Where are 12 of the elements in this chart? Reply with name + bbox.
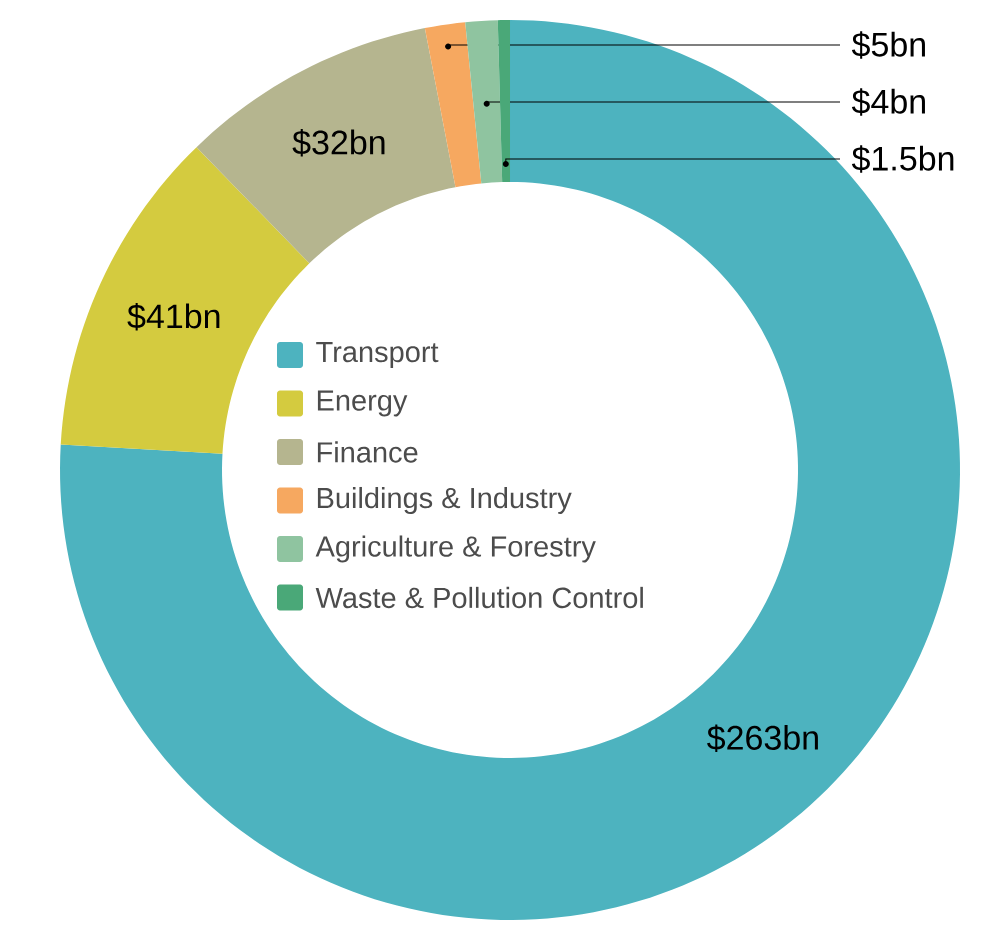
data-label: $263bn	[707, 724, 818, 752]
legend-label: Energy	[317, 390, 408, 417]
data-label: $1.5bn	[851, 145, 954, 173]
legend-label: Waste & Pollution Control	[315, 586, 643, 609]
data-label: $41bn	[127, 302, 220, 331]
legend-label: Finance	[317, 441, 418, 463]
data-label: $5bn	[851, 31, 925, 59]
legend-label: Transport	[316, 342, 439, 368]
data-label: $32bn	[292, 129, 385, 157]
data-label: $4bn	[851, 88, 925, 116]
legend-label: Agriculture & Forestry	[315, 535, 596, 563]
legend-label: Buildings & Industry	[317, 486, 572, 515]
